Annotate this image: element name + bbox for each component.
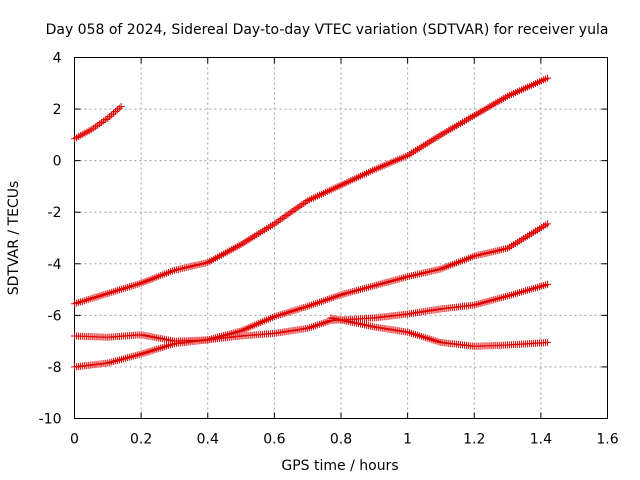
y-tick-label: 4 — [53, 51, 62, 67]
series-sat-d — [71, 280, 552, 345]
x-tick-label: 1.6 — [596, 432, 618, 448]
x-axis-label: GPS time / hours — [281, 458, 398, 474]
y-tick-label: 0 — [53, 154, 62, 170]
x-tick-label: 0.8 — [330, 432, 352, 448]
x-tick-label: 0.4 — [197, 432, 219, 448]
data-point-markers — [71, 220, 552, 371]
series-sat-b — [71, 74, 552, 308]
y-tick-label: -4 — [48, 257, 62, 273]
data-point-markers — [327, 314, 552, 350]
x-tick-label: 1.2 — [463, 432, 485, 448]
y-tick-label: -8 — [48, 360, 62, 376]
data-point-markers — [71, 102, 125, 143]
x-tick-label: 1.4 — [530, 432, 552, 448]
y-tick-label: -10 — [39, 412, 62, 428]
x-tick-label: 0 — [70, 432, 79, 448]
data-point-markers — [71, 280, 552, 345]
plot-frame — [74, 57, 608, 419]
y-tick-label: 2 — [53, 102, 62, 118]
axis-ticks: 0 0.2 0.4 0.6 0.8 1 1.2 1.4 1.6 -10 -8 -6 -4 -2 0 2 4 — [39, 51, 619, 448]
y-axis-label: SDTVAR / TECUs — [6, 181, 22, 296]
x-tick-label: 0.6 — [263, 432, 285, 448]
y-tick-label: -6 — [48, 308, 62, 324]
data-series — [71, 74, 552, 371]
x-tick-label: 0.2 — [130, 432, 152, 448]
data-point-markers — [71, 74, 552, 308]
y-tick-label: -2 — [48, 205, 62, 221]
series-sat-c — [71, 220, 552, 371]
series-sat-e — [327, 314, 552, 350]
x-tick-label: 1 — [403, 432, 412, 448]
chart-title: Day 058 of 2024, Sidereal Day-to-day VTE… — [46, 22, 609, 38]
series-sat-a — [71, 102, 125, 143]
